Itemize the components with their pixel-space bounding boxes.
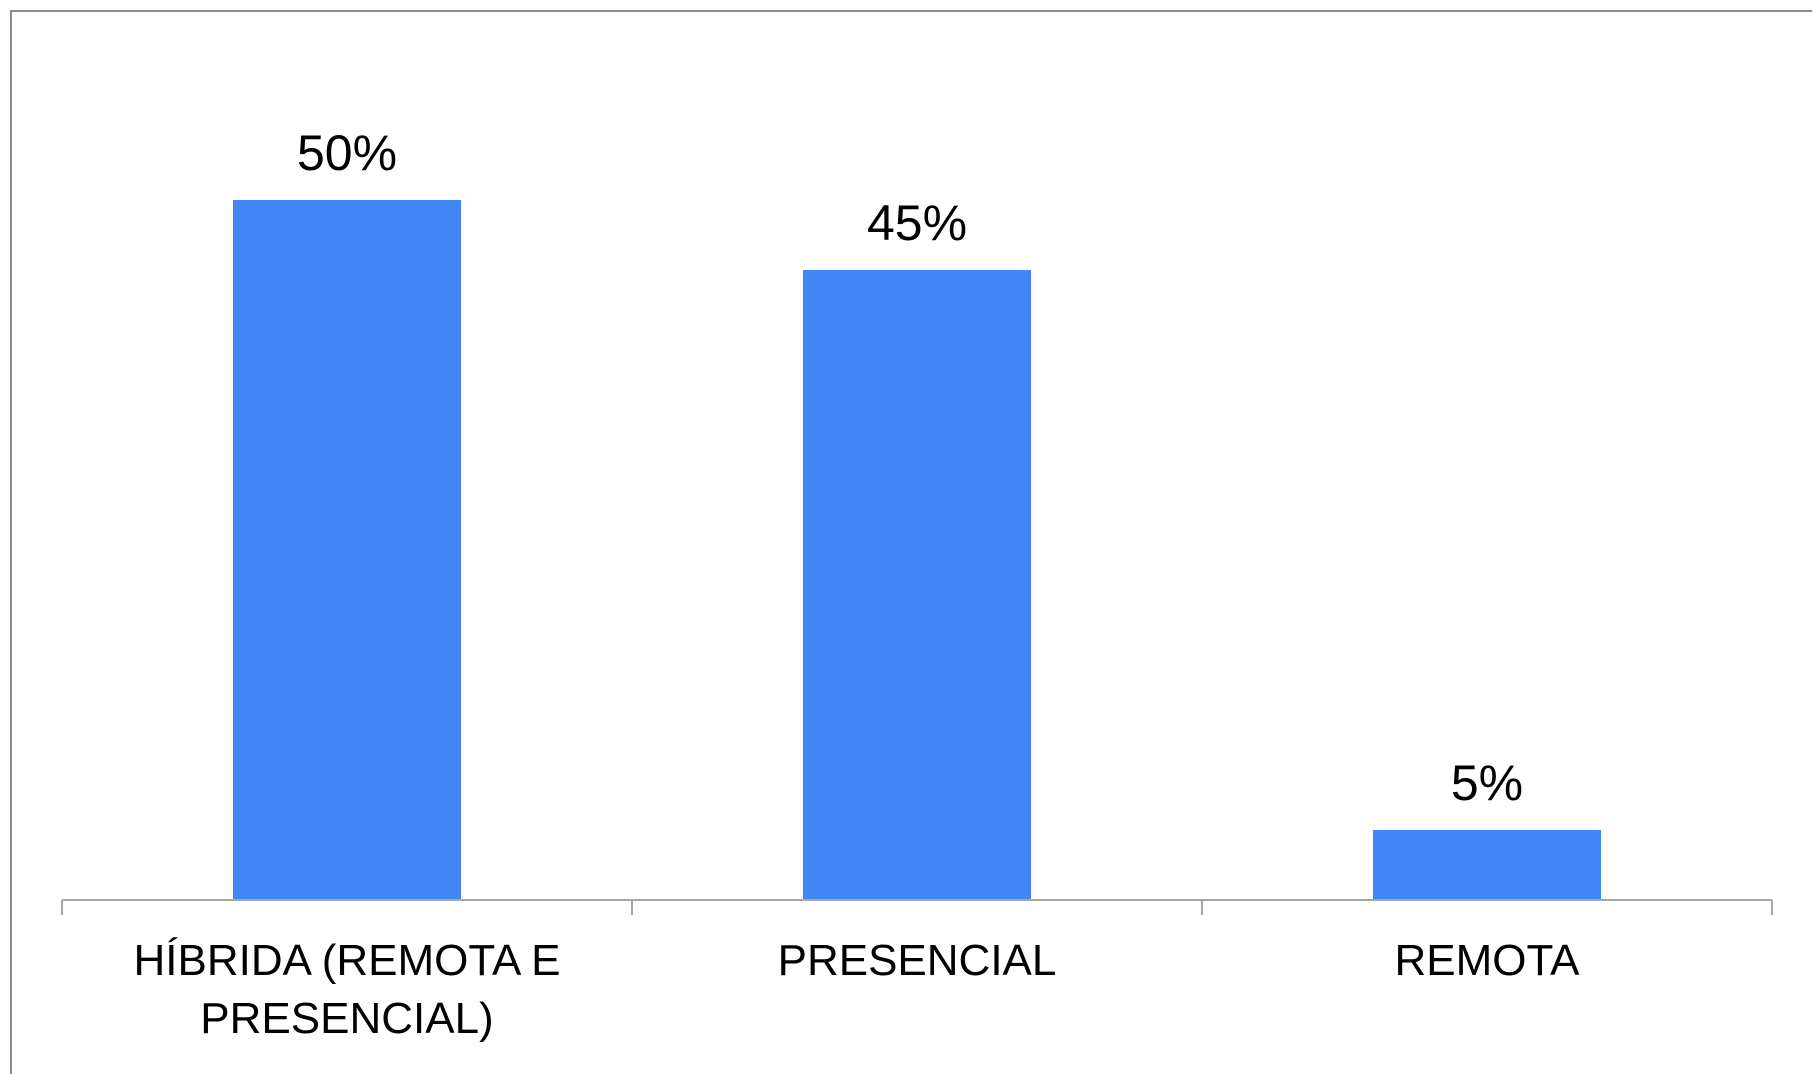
x-axis xyxy=(61,899,1773,915)
x-tick-label-line: REMOTA xyxy=(1395,936,1581,985)
data-label-2: 45% xyxy=(867,195,967,251)
x-tick-label-line: HÍBRIDA (REMOTA E xyxy=(133,936,560,985)
x-tick-labels: HÍBRIDA (REMOTA E PRESENCIAL) PRESENCIAL RE… xyxy=(133,936,1580,1043)
data-label-1: 50% xyxy=(297,125,397,181)
x-tick-label-1: HÍBRIDA (REMOTA E PRESENCIAL) xyxy=(133,936,560,1043)
data-labels-layer: 50% 45% 5% xyxy=(297,125,1523,811)
bars-layer xyxy=(233,200,1601,900)
bar-2 xyxy=(803,270,1031,900)
x-tick-label-line: PRESENCIAL) xyxy=(200,994,493,1043)
bar-1 xyxy=(233,200,461,900)
x-tick-label-2: PRESENCIAL xyxy=(778,936,1057,985)
x-tick-label-line: PRESENCIAL xyxy=(778,936,1057,985)
data-label-3: 5% xyxy=(1451,755,1523,811)
x-tick-label-3: REMOTA xyxy=(1395,936,1581,985)
bar-3 xyxy=(1373,830,1601,900)
